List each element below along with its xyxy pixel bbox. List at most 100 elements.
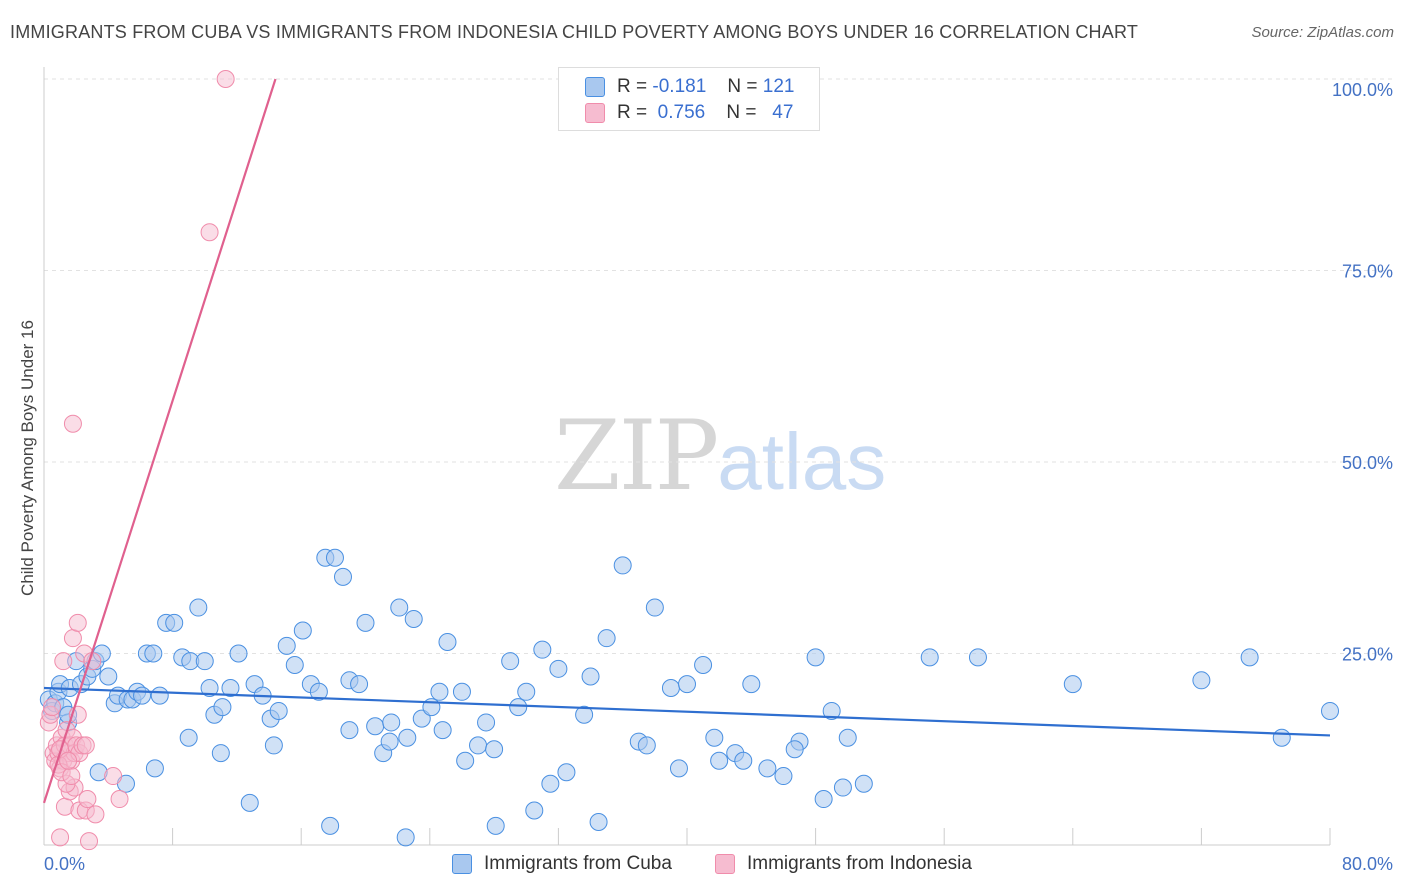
cuba-point — [396, 828, 415, 847]
cuba-point — [213, 698, 232, 717]
cuba-point — [144, 644, 163, 663]
chart-title: IMMIGRANTS FROM CUBA VS IMMIGRANTS FROM … — [10, 22, 1139, 42]
cuba-point — [822, 701, 841, 720]
indonesia-point — [86, 805, 105, 824]
cuba-point — [412, 709, 431, 728]
cuba-point — [1321, 701, 1339, 720]
indonesia-trend-line — [42, 78, 277, 804]
legend-r-label: R = — [617, 76, 648, 97]
indonesia-legend-label: Immigrants from Indonesia — [747, 853, 972, 874]
cuba-trend-line — [43, 686, 1331, 737]
cuba-point — [433, 721, 452, 740]
cuba-point — [637, 736, 656, 755]
cuba-point — [541, 774, 560, 793]
indonesia-point — [110, 790, 129, 809]
cuba-point — [575, 705, 594, 724]
cuba-point — [669, 759, 688, 778]
cuba-point — [469, 736, 488, 755]
cuba-point — [211, 744, 230, 763]
cuba-point — [833, 778, 852, 797]
cuba-point — [356, 613, 375, 632]
cuba-point — [774, 767, 793, 786]
indonesia-r-value: 0.756 — [657, 102, 706, 123]
cuba-point — [1192, 671, 1211, 690]
cuba-point — [293, 621, 312, 640]
cuba-point — [525, 801, 544, 820]
cuba-point — [477, 713, 496, 732]
cuba-n-value: 121 — [762, 76, 795, 97]
watermark-atlas: atlas — [717, 417, 887, 506]
cuba-point — [710, 751, 729, 770]
indonesia-point — [51, 828, 70, 847]
cuba-point — [189, 598, 208, 617]
trend-lines — [42, 78, 1331, 804]
indonesia-point — [104, 767, 123, 786]
cuba-point — [597, 629, 616, 648]
watermark: ZIPatlas — [554, 400, 886, 512]
cuba-point — [145, 759, 164, 778]
cuba-point — [1063, 675, 1082, 694]
cuba-r-value: -0.181 — [652, 76, 707, 97]
indonesia-point — [59, 751, 78, 770]
cuba-point — [1272, 728, 1291, 747]
watermark-zip: ZIP — [554, 400, 719, 512]
cuba-point — [678, 675, 696, 694]
cuba-point — [734, 751, 753, 770]
cuba-point — [350, 675, 369, 694]
cuba-point — [501, 652, 520, 671]
cuba-point — [264, 736, 283, 755]
indonesia-point — [78, 790, 97, 809]
y-tick-label: 50.0% — [1342, 453, 1393, 473]
y-tick-label: 25.0% — [1342, 645, 1393, 665]
cuba-point — [509, 698, 528, 717]
cuba-point — [694, 655, 713, 674]
cuba-point — [195, 652, 214, 671]
cuba-point — [920, 648, 939, 667]
cuba-legend-label: Immigrants from Cuba — [484, 853, 672, 874]
correlation-legend: R = -0.181 N = 121 R = 0.756 N = 47 — [558, 67, 820, 131]
legend-r-label: R = — [617, 102, 648, 123]
indonesia-point — [63, 629, 82, 648]
legend-n-label: N = — [727, 76, 758, 97]
indonesia-n-value: 47 — [772, 102, 794, 123]
indonesia-point — [43, 698, 62, 717]
bottom-legend-indonesia: Immigrants from Indonesia — [715, 852, 972, 876]
indonesia-point — [216, 70, 235, 88]
cuba-point — [179, 728, 198, 747]
cuba-point — [277, 636, 296, 655]
cuba-point — [382, 713, 401, 732]
cuba-point — [221, 678, 240, 697]
cuba-point — [589, 813, 608, 832]
indonesia-point — [68, 613, 87, 632]
cuba-point — [854, 774, 873, 793]
indonesia-point — [54, 652, 73, 671]
cuba-point — [968, 648, 987, 667]
legend-n-label: N = — [726, 102, 757, 123]
legend-row-cuba: R = -0.181 N = 121 — [585, 75, 794, 99]
legend-row-indonesia: R = 0.756 N = 47 — [585, 101, 793, 125]
cuba-point — [321, 816, 340, 835]
cuba-point — [1240, 648, 1259, 667]
cuba-point — [661, 678, 680, 697]
cuba-point — [533, 640, 552, 659]
indonesia-point — [62, 767, 81, 786]
y-tick-label: 100.0% — [1332, 80, 1393, 100]
indonesia-swatch — [585, 103, 605, 123]
cuba-point — [705, 728, 724, 747]
bottom-legend-cuba: Immigrants from Cuba — [452, 852, 672, 876]
x-tick-label: 0.0% — [44, 854, 85, 874]
indonesia-legend-swatch — [715, 854, 735, 874]
indonesia-point — [200, 223, 219, 242]
cuba-point — [557, 763, 576, 782]
cuba-point — [838, 728, 857, 747]
cuba-point — [333, 567, 352, 586]
grid-lines — [44, 78, 1393, 654]
y-tick-label: 75.0% — [1342, 262, 1393, 282]
cuba-point — [785, 740, 804, 759]
cuba-points — [39, 548, 1339, 847]
cuba-point — [517, 682, 536, 701]
cuba-point — [758, 759, 777, 778]
x-tick-label: 80.0% — [1342, 854, 1393, 874]
cuba-point — [404, 610, 423, 629]
